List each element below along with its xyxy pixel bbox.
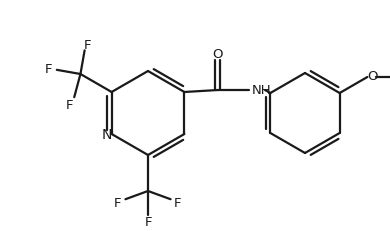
Text: F: F [144,216,152,228]
Text: O: O [367,70,378,83]
Text: NH: NH [252,83,271,96]
Text: O: O [213,48,223,61]
Text: N: N [101,128,112,141]
Text: F: F [174,196,181,209]
Text: F: F [84,39,91,52]
Text: F: F [66,98,73,111]
Text: F: F [45,63,53,76]
Text: F: F [114,196,121,209]
